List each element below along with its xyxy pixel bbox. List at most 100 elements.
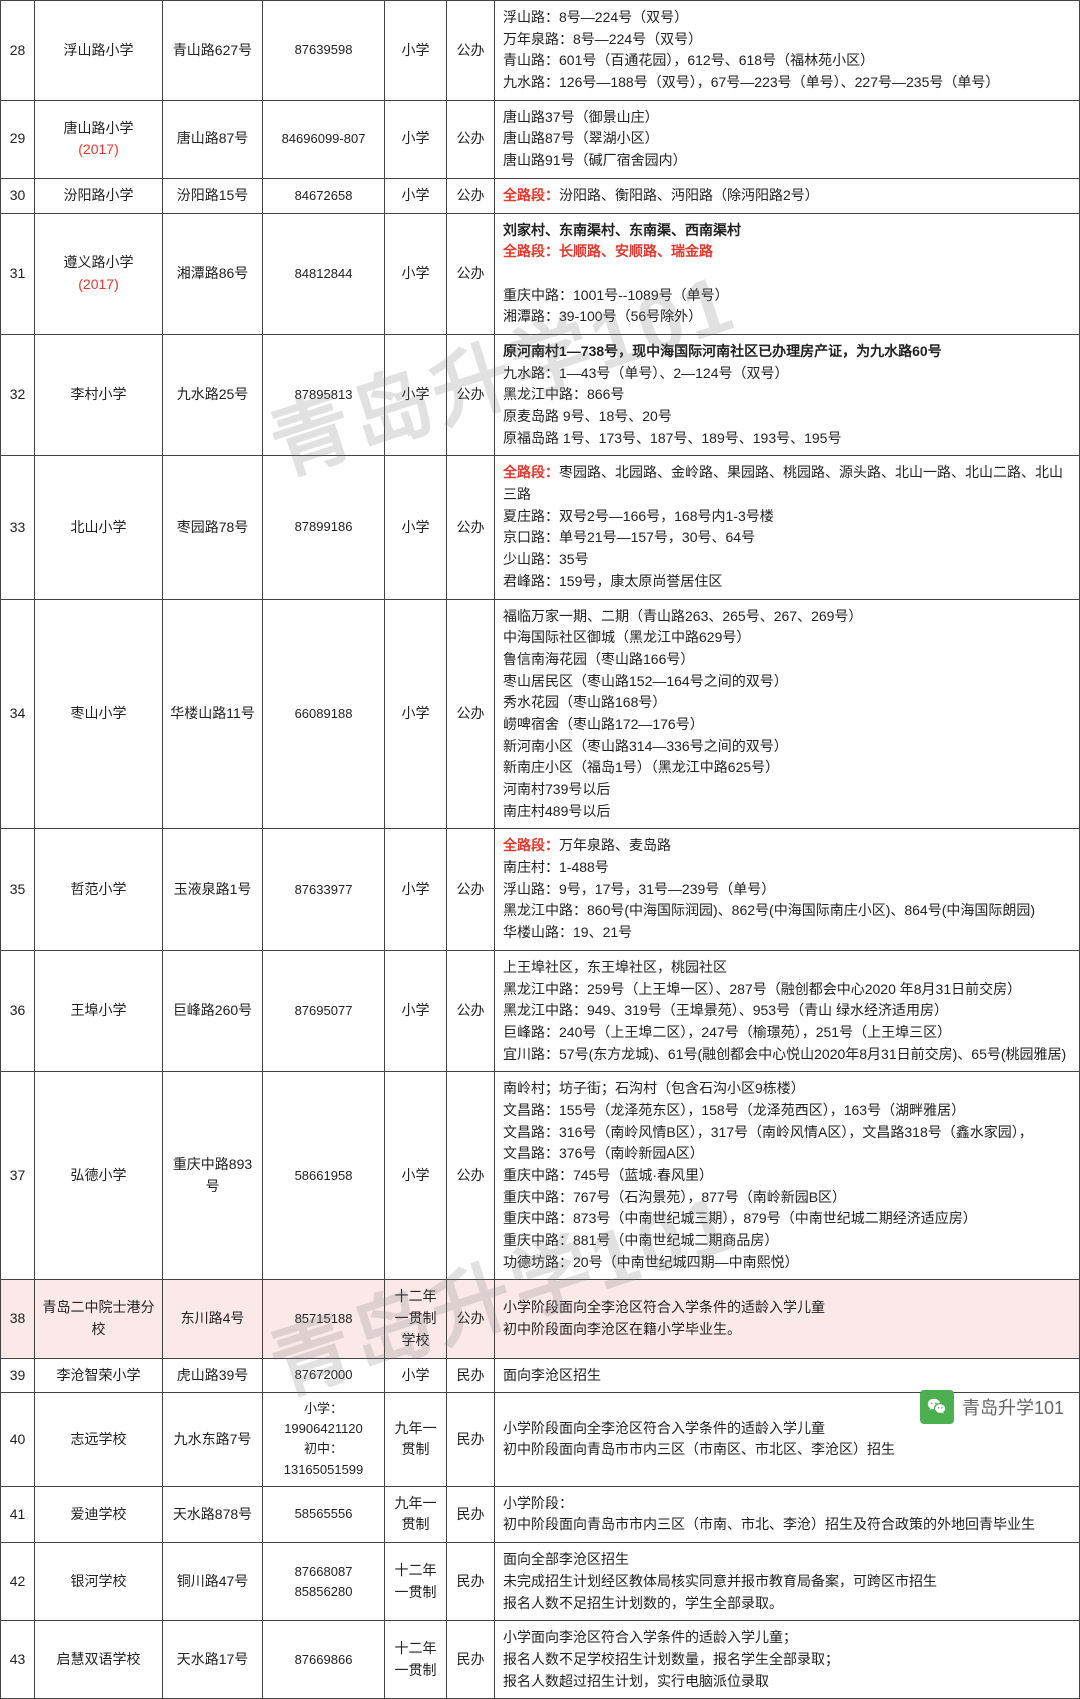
school-tel: 8766808785856280: [263, 1543, 385, 1621]
school-name: 银河学校: [35, 1543, 163, 1621]
school-tel: 87695077: [263, 950, 385, 1071]
school-tel: 84696099-807: [263, 100, 385, 178]
enrollment-area: 全路段：枣园路、北园路、金岭路、果园路、桃园路、源头路、北山一路、北山二路、北山…: [495, 456, 1080, 599]
row-index: 35: [1, 829, 35, 950]
school-type: 公办: [447, 599, 495, 829]
enrollment-area: 唐山路37号（御景山庄）唐山路87号（翠湖小区）唐山路91号（碱厂宿舍园内）: [495, 100, 1080, 178]
school-name: 爱迪学校: [35, 1486, 163, 1542]
school-address: 东川路4号: [163, 1280, 263, 1358]
school-address: 华楼山路11号: [163, 599, 263, 829]
row-index: 42: [1, 1543, 35, 1621]
row-index: 38: [1, 1280, 35, 1358]
school-type: 公办: [447, 1072, 495, 1280]
enrollment-area: 浮山路：8号—224号（双号）万年泉路：8号—224号（双号）青山路：601号（…: [495, 1, 1080, 101]
wechat-icon: [920, 1390, 954, 1424]
school-level: 九年一贯制: [385, 1486, 447, 1542]
table-row: 34枣山小学华楼山路11号66089188小学公办福临万家一期、二期（青山路26…: [1, 599, 1080, 829]
school-name: 遵义路小学(2017): [35, 213, 163, 334]
school-level: 十二年一贯制: [385, 1621, 447, 1699]
enrollment-area: 面向李沧区招生: [495, 1358, 1080, 1393]
row-index: 40: [1, 1393, 35, 1487]
school-name: 枣山小学: [35, 599, 163, 829]
enrollment-area: 小学面向李沧区符合入学条件的适龄入学儿童；报名人数不足学校招生计划数量，报名学生…: [495, 1621, 1080, 1699]
enrollment-area: 原河南村1—738号，现中海国际河南社区已办理房产证，为九水路60号九水路：1—…: [495, 334, 1080, 455]
school-tel: 87895813: [263, 334, 385, 455]
row-index: 31: [1, 213, 35, 334]
school-name: 王埠小学: [35, 950, 163, 1071]
row-index: 37: [1, 1072, 35, 1280]
row-index: 32: [1, 334, 35, 455]
school-tel: 87639598: [263, 1, 385, 101]
school-type: 公办: [447, 178, 495, 213]
school-address: 枣园路78号: [163, 456, 263, 599]
table-row: 36王埠小学巨峰路260号87695077小学公办上王埠社区，东王埠社区，桃园社…: [1, 950, 1080, 1071]
school-level: 小学: [385, 456, 447, 599]
school-name: 哲范小学: [35, 829, 163, 950]
table-row: 32李村小学九水路25号87895813小学公办原河南村1—738号，现中海国际…: [1, 334, 1080, 455]
school-tel: 84812844: [263, 213, 385, 334]
school-level: 小学: [385, 334, 447, 455]
table-row: 38青岛二中院士港分校东川路4号85715188十二年一贯制学校公办小学阶段面向…: [1, 1280, 1080, 1358]
school-address: 玉液泉路1号: [163, 829, 263, 950]
school-tel: 84672658: [263, 178, 385, 213]
school-name: 青岛二中院士港分校: [35, 1280, 163, 1358]
enrollment-area: 小学阶段面向全李沧区符合入学条件的适龄入学儿童初中阶段面向李沧区在籍小学毕业生。: [495, 1280, 1080, 1358]
table-row: 41爱迪学校天水路878号58565556九年一贯制民办小学阶段：初中阶段面向青…: [1, 1486, 1080, 1542]
school-name: 李沧智荣小学: [35, 1358, 163, 1393]
school-level: 小学: [385, 1358, 447, 1393]
enrollment-area: 全路段：万年泉路、麦岛路南庄村：1-488号浮山路：9号，17号，31号—239…: [495, 829, 1080, 950]
table-row: 35哲范小学玉液泉路1号87633977小学公办全路段：万年泉路、麦岛路南庄村：…: [1, 829, 1080, 950]
school-name: 弘德小学: [35, 1072, 163, 1280]
row-index: 29: [1, 100, 35, 178]
school-name: 启慧双语学校: [35, 1621, 163, 1699]
row-index: 41: [1, 1486, 35, 1542]
enrollment-area: 面向全部李沧区招生未完成招生计划经区教体局核实同意并报市教育局备案，可跨区市招生…: [495, 1543, 1080, 1621]
school-address: 虎山路39号: [163, 1358, 263, 1393]
school-type: 公办: [447, 100, 495, 178]
school-level: 小学: [385, 950, 447, 1071]
table-row: 29唐山路小学(2017)唐山路87号84696099-807小学公办唐山路37…: [1, 100, 1080, 178]
school-name: 志远学校: [35, 1393, 163, 1487]
school-level: 小学: [385, 213, 447, 334]
table-row: 43启慧双语学校天水路17号87669866十二年一贯制民办小学面向李沧区符合入…: [1, 1621, 1080, 1699]
school-tel: 66089188: [263, 599, 385, 829]
school-type: 民办: [447, 1486, 495, 1542]
school-type: 公办: [447, 1, 495, 101]
school-type: 民办: [447, 1358, 495, 1393]
source-badge: 青岛升学101: [920, 1390, 1064, 1424]
school-tel: 小学：19906421120初中：13165051599: [263, 1393, 385, 1487]
school-tel: 58661958: [263, 1072, 385, 1280]
school-type: 公办: [447, 334, 495, 455]
school-tel: 87633977: [263, 829, 385, 950]
enrollment-area: 小学阶段：初中阶段面向青岛市市内三区（市南、市北、李沧）招生及符合政策的外地回青…: [495, 1486, 1080, 1542]
row-index: 30: [1, 178, 35, 213]
school-table: 28浮山路小学青山路627号87639598小学公办浮山路：8号—224号（双号…: [0, 0, 1080, 1699]
school-level: 小学: [385, 100, 447, 178]
school-level: 十二年一贯制: [385, 1543, 447, 1621]
school-tel: 87899186: [263, 456, 385, 599]
row-index: 33: [1, 456, 35, 599]
school-level: 小学: [385, 1, 447, 101]
school-name: 唐山路小学(2017): [35, 100, 163, 178]
table-row: 33北山小学枣园路78号87899186小学公办全路段：枣园路、北园路、金岭路、…: [1, 456, 1080, 599]
row-index: 43: [1, 1621, 35, 1699]
table-row: 30汾阳路小学汾阳路15号84672658小学公办全路段：汾阳路、衡阳路、沔阳路…: [1, 178, 1080, 213]
school-address: 青山路627号: [163, 1, 263, 101]
school-name: 北山小学: [35, 456, 163, 599]
table-row: 42银河学校铜川路47号8766808785856280十二年一贯制民办面向全部…: [1, 1543, 1080, 1621]
school-level: 十二年一贯制学校: [385, 1280, 447, 1358]
school-address: 巨峰路260号: [163, 950, 263, 1071]
school-level: 小学: [385, 178, 447, 213]
school-address: 湘潭路86号: [163, 213, 263, 334]
enrollment-area: 福临万家一期、二期（青山路263、265号、267、269号）中海国际社区御城（…: [495, 599, 1080, 829]
enrollment-area: 南岭村；坊子街；石沟村（包含石沟小区9栋楼）文昌路：155号（龙泽苑东区），15…: [495, 1072, 1080, 1280]
school-level: 小学: [385, 599, 447, 829]
school-level: 九年一贯制: [385, 1393, 447, 1487]
school-tel: 58565556: [263, 1486, 385, 1542]
row-index: 34: [1, 599, 35, 829]
enrollment-area: 全路段：汾阳路、衡阳路、沔阳路（除沔阳路2号）: [495, 178, 1080, 213]
school-type: 民办: [447, 1621, 495, 1699]
row-index: 36: [1, 950, 35, 1071]
school-type: 民办: [447, 1393, 495, 1487]
school-level: 小学: [385, 1072, 447, 1280]
